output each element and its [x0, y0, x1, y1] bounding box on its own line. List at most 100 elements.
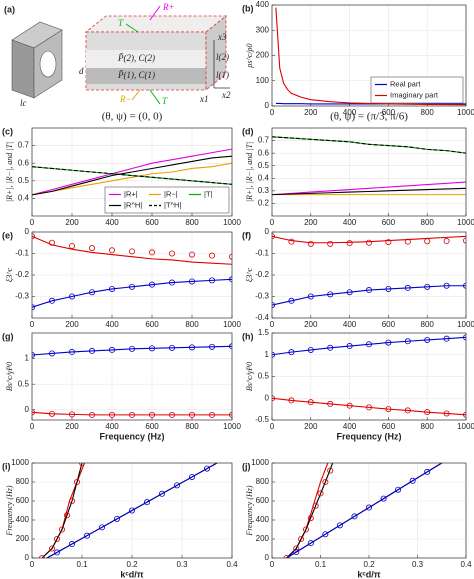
x-axis-label: Frequency (Hz)	[99, 431, 164, 441]
marker	[32, 304, 35, 311]
marker	[208, 343, 215, 350]
marker	[148, 249, 155, 256]
x-tick-label: 0.4	[226, 560, 238, 569]
series-line	[32, 345, 232, 356]
marker	[424, 468, 431, 475]
x-tick-label: 400	[105, 422, 119, 431]
marker	[188, 411, 195, 418]
panel-label: (e)	[2, 230, 13, 240]
marker	[385, 239, 392, 246]
x-tick-label: 0	[270, 422, 275, 431]
x-tick-label: 0	[30, 422, 35, 431]
marker	[168, 344, 175, 351]
x-tick-label: 0.1	[76, 560, 88, 569]
y-axis-label: Frequency (Hz)	[245, 485, 254, 536]
marker	[49, 410, 56, 417]
x-tick-label: 0.2	[363, 560, 375, 569]
marker	[69, 541, 76, 548]
y-tick-label: 0.4	[258, 173, 270, 182]
marker	[288, 349, 295, 356]
diagram-text: x1	[199, 94, 209, 104]
y-tick-label: 1000	[251, 458, 269, 467]
x-tick-label: 800	[185, 422, 199, 431]
marker	[322, 531, 329, 538]
marker	[208, 411, 215, 418]
y-tick-label: 0	[265, 101, 270, 110]
series-line	[272, 235, 466, 244]
plot-frame	[271, 462, 467, 559]
y-tick-label: 0	[25, 405, 30, 414]
diagram-text: R+	[162, 2, 175, 12]
marker	[365, 287, 372, 294]
x-tick-label: 200	[304, 320, 318, 329]
marker	[208, 277, 215, 284]
marker	[346, 402, 353, 409]
caption: (θ, ψ) = (π/3, π/6)	[330, 111, 408, 123]
legend-box	[104, 186, 230, 214]
marker	[443, 238, 450, 245]
marker	[327, 344, 334, 351]
y-axis-label: ξ3^c	[5, 267, 14, 282]
x-tick-label: 400	[343, 320, 357, 329]
y-tick-label: 800	[16, 477, 30, 486]
diagram-text: l(2)	[216, 52, 229, 62]
marker	[128, 283, 135, 290]
legend-label: |R+|	[124, 189, 138, 198]
layer-2	[86, 50, 206, 68]
panel-label: (g)	[2, 331, 14, 341]
plot-marks	[39, 463, 218, 558]
marker	[173, 482, 180, 489]
diagram-text: d	[79, 66, 84, 76]
marker	[288, 397, 295, 404]
diagram: (a) T R+ x3 l(2) l(1) x2 x1 d lc R− T P̃…	[4, 2, 408, 122]
y-axis-label: ξ3^c	[245, 267, 254, 282]
marker	[272, 395, 275, 402]
y-tick-label: 0.7	[258, 136, 270, 145]
diagram-text: R−	[119, 94, 132, 104]
y-tick-label: 0.3	[258, 186, 270, 195]
x-tick-label: 200	[65, 320, 79, 329]
x-tick-label: 600	[382, 218, 396, 227]
marker	[307, 240, 314, 247]
y-tick-label: 200	[256, 534, 270, 543]
marker	[351, 513, 358, 520]
x-tick-label: 1000	[457, 422, 474, 431]
marker	[327, 291, 334, 298]
series-line	[272, 136, 466, 154]
y-tick-label: 0	[265, 227, 270, 236]
y-tick-label: 600	[256, 496, 270, 505]
marker	[404, 338, 411, 345]
marker	[365, 341, 372, 348]
plot-marks	[32, 233, 232, 311]
block-front	[11, 39, 35, 99]
marker	[288, 297, 295, 304]
x-tick-label: 400	[105, 320, 119, 329]
series-line	[275, 7, 466, 106]
x-tick-label: 600	[145, 218, 159, 227]
marker	[158, 490, 165, 497]
marker	[409, 477, 416, 484]
marker	[69, 348, 76, 355]
marker	[385, 339, 392, 346]
x-tick-label: 0	[30, 218, 35, 227]
marker	[109, 285, 116, 292]
legend-label: Imaginary part	[390, 90, 439, 99]
y-axis-label: Bs^c/γP0	[5, 362, 14, 391]
marker	[424, 283, 431, 290]
marker	[148, 345, 155, 352]
marker	[317, 490, 324, 497]
diagram-text: T	[118, 18, 124, 28]
x-tick-label: 0	[270, 108, 275, 117]
marker	[188, 278, 195, 285]
x-tick-label: 200	[304, 422, 318, 431]
y-tick-label: -0.2	[15, 270, 29, 279]
marker	[32, 409, 35, 416]
x-tick-label: 1000	[223, 422, 241, 431]
box-top	[84, 15, 228, 33]
y-tick-label: 0.5	[18, 176, 30, 185]
series-line	[32, 155, 232, 196]
marker	[128, 507, 135, 514]
y-tick-label: 0	[25, 227, 30, 236]
marker	[307, 399, 314, 406]
